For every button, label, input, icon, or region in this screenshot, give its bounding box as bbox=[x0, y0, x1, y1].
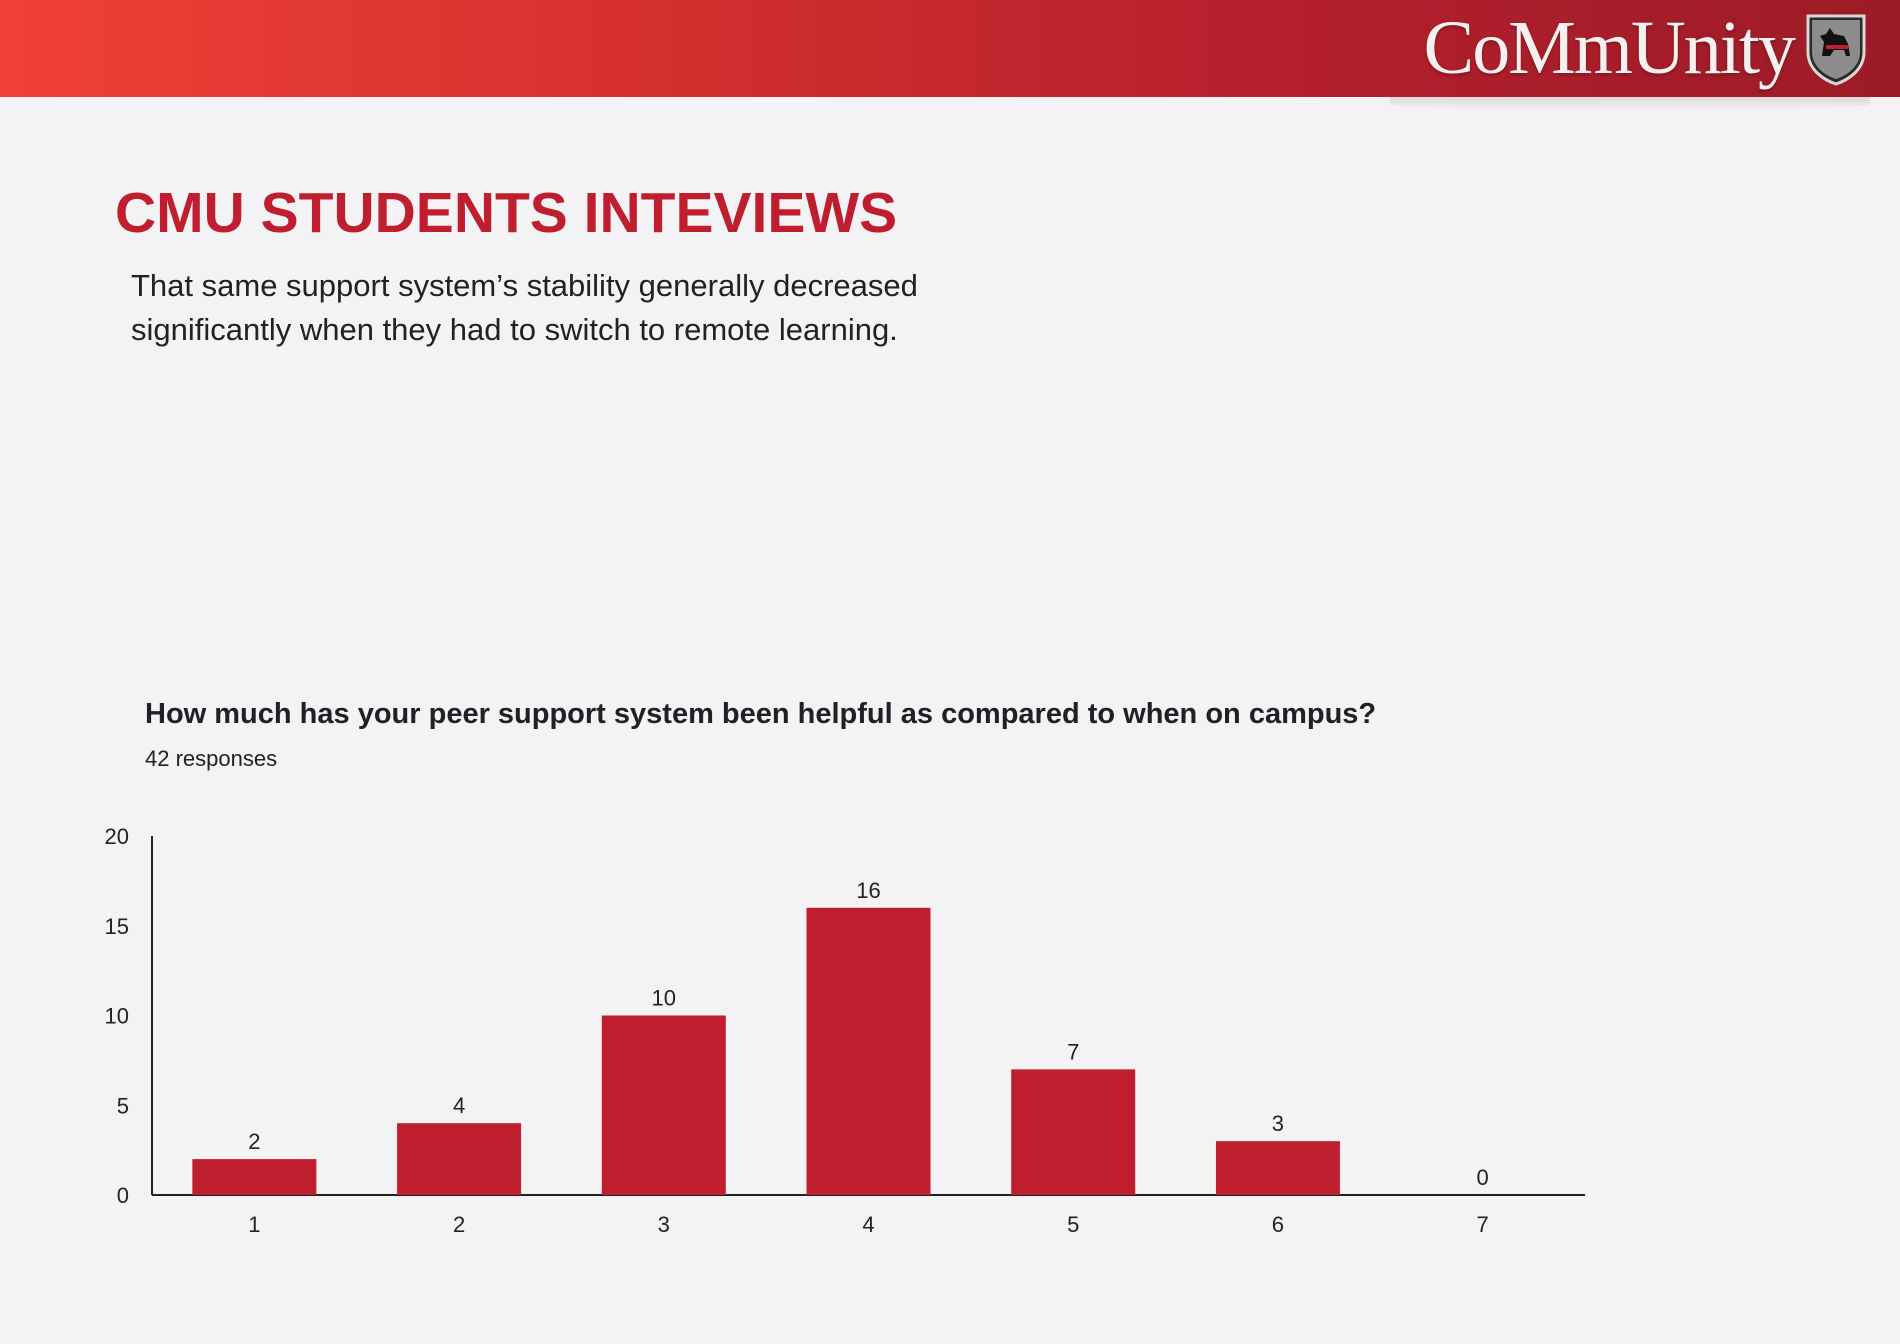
y-tick-label: 15 bbox=[105, 914, 129, 939]
bar bbox=[806, 907, 931, 1195]
y-tick-label: 5 bbox=[117, 1093, 129, 1118]
page-subtitle: That same support system’s stability gen… bbox=[131, 264, 991, 352]
bar bbox=[1011, 1069, 1136, 1195]
data-label: 16 bbox=[856, 878, 880, 903]
header-shadow bbox=[1390, 97, 1870, 111]
bar bbox=[601, 1015, 726, 1195]
data-label: 10 bbox=[652, 986, 676, 1011]
chart-response-count: 42 responses bbox=[145, 746, 278, 771]
bar bbox=[1215, 1141, 1340, 1195]
x-tick-label: 7 bbox=[1477, 1212, 1489, 1237]
y-tick-label: 10 bbox=[105, 1004, 129, 1029]
data-label: 7 bbox=[1067, 1039, 1079, 1064]
bar bbox=[397, 1123, 522, 1195]
data-label: 0 bbox=[1477, 1165, 1489, 1190]
bar bbox=[192, 1159, 317, 1195]
data-label: 4 bbox=[453, 1093, 465, 1118]
x-tick-label: 6 bbox=[1272, 1212, 1284, 1237]
chart-title: How much has your peer support system be… bbox=[145, 698, 1377, 730]
y-tick-label: 0 bbox=[117, 1183, 129, 1208]
x-tick-label: 5 bbox=[1067, 1212, 1079, 1237]
subtitle-line-1: That same support system’s stability gen… bbox=[131, 268, 918, 303]
x-tick-label: 4 bbox=[862, 1212, 874, 1237]
data-label: 3 bbox=[1272, 1111, 1284, 1136]
x-tick-label: 2 bbox=[453, 1212, 465, 1237]
brand-logo: CoMmUnity bbox=[1423, 6, 1796, 90]
page-title: CMU STUDENTS INTEVIEWS bbox=[115, 181, 898, 245]
scottie-dog-crest-icon bbox=[1806, 14, 1866, 86]
data-label: 2 bbox=[248, 1129, 260, 1154]
header-bar bbox=[0, 0, 1900, 97]
x-tick-label: 3 bbox=[658, 1212, 670, 1237]
subtitle-line-2: significantly when they had to switch to… bbox=[131, 312, 898, 347]
y-tick-label: 20 bbox=[105, 824, 129, 849]
x-tick-label: 1 bbox=[248, 1212, 260, 1237]
